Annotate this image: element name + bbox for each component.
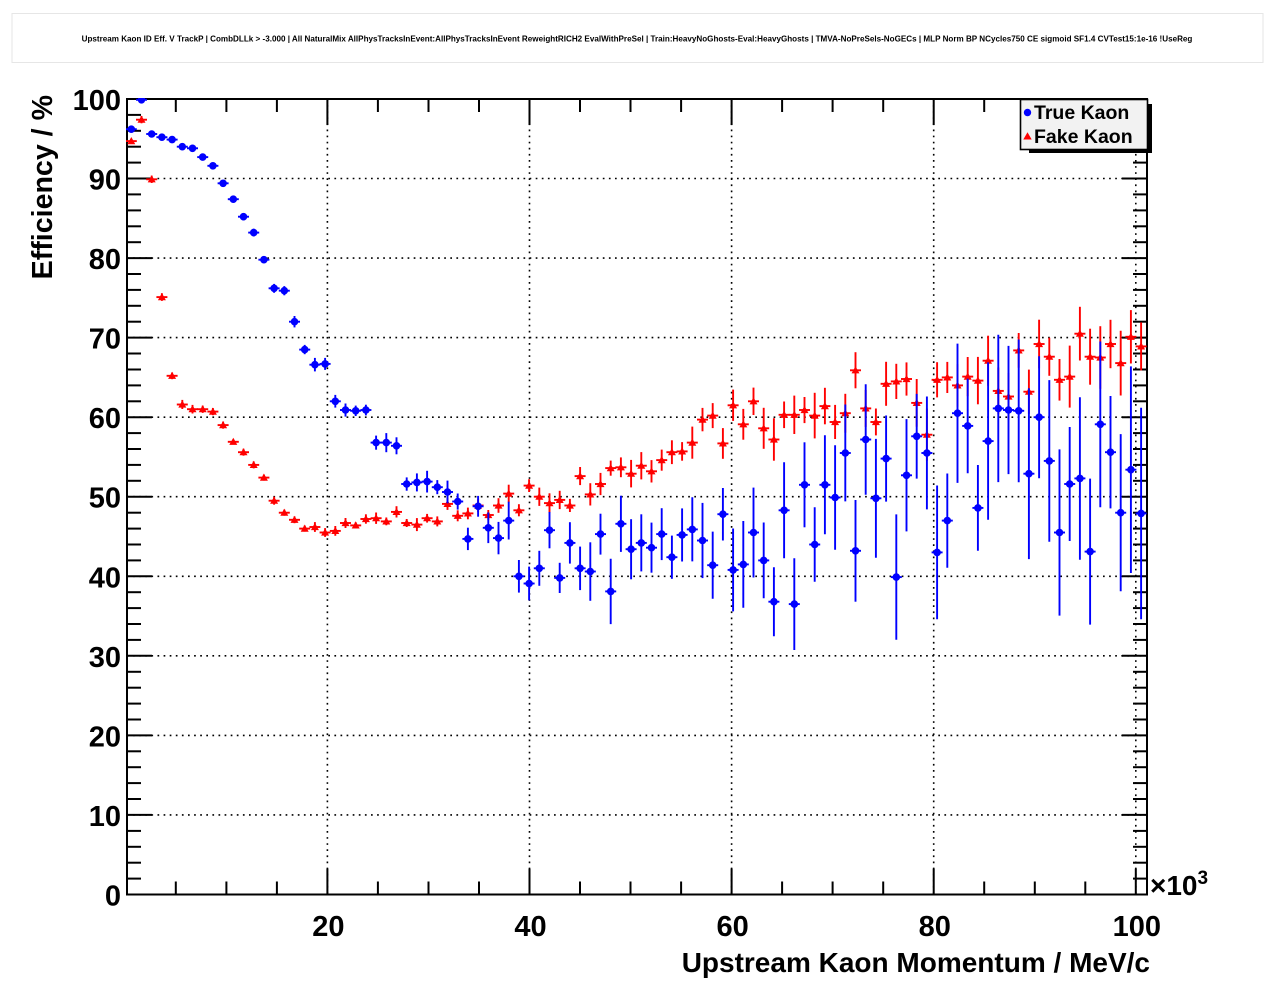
svg-text:20: 20 — [89, 721, 121, 753]
svg-text:80: 80 — [89, 244, 121, 276]
svg-text:0: 0 — [105, 881, 121, 913]
svg-text:40: 40 — [514, 911, 546, 943]
svg-text:80: 80 — [919, 911, 951, 943]
svg-text:True Kaon: True Kaon — [1034, 102, 1129, 124]
svg-text:Fake Kaon: Fake Kaon — [1034, 126, 1133, 148]
svg-text:×103: ×103 — [1150, 868, 1208, 901]
svg-text:Efficiency / %: Efficiency / % — [27, 95, 59, 279]
svg-text:30: 30 — [89, 642, 121, 674]
svg-text:60: 60 — [89, 403, 121, 435]
svg-text:40: 40 — [89, 562, 121, 594]
svg-text:Upstream Kaon Momentum / MeV/c: Upstream Kaon Momentum / MeV/c — [682, 947, 1150, 978]
svg-text:10: 10 — [89, 801, 121, 833]
svg-text:Upstream Kaon ID Eff. V TrackP: Upstream Kaon ID Eff. V TrackP | CombDLL… — [82, 34, 1193, 43]
svg-text:20: 20 — [312, 911, 344, 943]
svg-text:50: 50 — [89, 483, 121, 515]
svg-text:90: 90 — [89, 165, 121, 197]
svg-text:70: 70 — [89, 324, 121, 356]
svg-text:60: 60 — [716, 911, 748, 943]
svg-text:100: 100 — [73, 85, 121, 117]
svg-text:100: 100 — [1113, 911, 1161, 943]
